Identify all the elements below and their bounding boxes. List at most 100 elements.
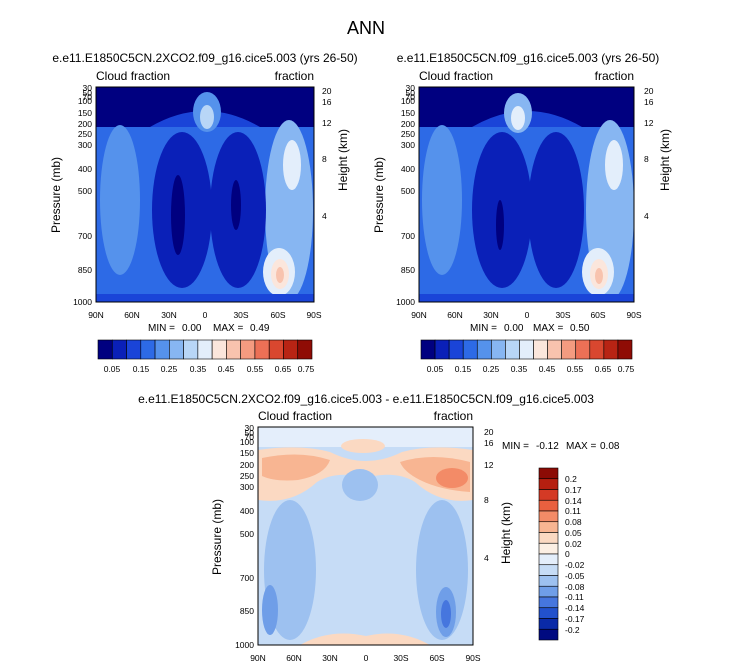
panel-2-xtick-90s: 90S <box>626 310 641 320</box>
panel-2-htick-8: 8 <box>644 154 649 164</box>
colorbar-box <box>538 575 559 587</box>
panel-2-cb-label: 0.35 <box>511 364 528 374</box>
panel-2-ytick-700: 700 <box>401 231 415 241</box>
panel-3-cb-label: 0 <box>565 549 570 559</box>
panel-2-nh-mid <box>422 125 462 275</box>
panel-3-ytick-50: 50 <box>245 428 255 438</box>
panel-3-strat-band <box>258 427 473 447</box>
panel-1-xtick-30n: 30N <box>161 310 177 320</box>
panel-2-ytick-200: 200 <box>401 119 415 129</box>
panel-3-ytick-850: 850 <box>240 606 254 616</box>
panel-3-cb-label: 0.17 <box>565 485 582 495</box>
panel-3-title: e.e11.E1850C5CN.2XCO2.f09_g16.cice5.003 … <box>138 392 594 406</box>
panel-2-ytick-100: 100 <box>401 96 415 106</box>
colorbar-box <box>240 339 256 360</box>
panel-2-cb-label: 0.15 <box>455 364 472 374</box>
colorbar-box <box>154 339 170 360</box>
panel-3-left-ticks: 30 50 70 100 150 200 250 300 400 500 700… <box>235 423 254 650</box>
panel-1-stats: MIN = 0.00 MAX = 0.49 <box>148 323 270 334</box>
panel-2-colorbar <box>420 339 633 360</box>
colorbar-box <box>538 553 559 566</box>
panel-3-cb-label: -0.2 <box>565 625 580 635</box>
colorbar-box <box>538 607 559 619</box>
panel-2-min-label: MIN = <box>470 323 497 334</box>
panel-2-right-ticks: 20 16 12 8 4 <box>644 86 654 221</box>
panel-1-colorbar-labels: 0.05 0.15 0.25 0.35 0.45 0.55 0.65 0.75 <box>104 364 315 374</box>
panel-1-ytick-70: 70 <box>83 92 93 102</box>
panel-2-stats: MIN = 0.00 MAX = 0.50 <box>470 323 590 334</box>
panel-3-ytick-1000: 1000 <box>235 640 254 650</box>
panel-2-ytick-1000: 1000 <box>396 297 415 307</box>
panel-3-cb-label: 0.2 <box>565 474 577 484</box>
panel-2-sub-low-2 <box>528 132 584 288</box>
panel-2-max-value: 0.50 <box>570 323 590 334</box>
panel-2-htick-12: 12 <box>644 118 654 128</box>
panel-3-cb-label: 0.08 <box>565 517 582 527</box>
panel-1-ytick-700: 700 <box>78 231 92 241</box>
colorbar-box <box>603 339 619 360</box>
colorbar-box <box>538 510 559 523</box>
colorbar-box <box>434 339 450 360</box>
panel-2-title: e.e11.E1850C5CN.f09_g16.cice5.003 (yrs 2… <box>397 51 660 65</box>
colorbar-box <box>575 339 591 360</box>
colorbar-box <box>538 532 559 544</box>
colorbar-box <box>197 339 213 360</box>
panel-2-htick-20: 20 <box>644 86 654 96</box>
panel-2-left-ticks: 30 50 70 100 150 200 250 300 400 500 700… <box>396 83 415 307</box>
panel-3-htick-16: 16 <box>484 438 494 448</box>
colorbar-box <box>126 339 142 360</box>
panel-2: e.e11.E1850C5CN.f09_g16.cice5.003 (yrs 2… <box>372 51 672 374</box>
colorbar-box <box>297 339 313 360</box>
panel-3-ytick-200: 200 <box>240 460 254 470</box>
colorbar-box <box>283 339 299 360</box>
panel-1-htick-12: 12 <box>322 118 332 128</box>
panel-2-surface-band <box>419 294 634 302</box>
panel-1-cb-label: 0.55 <box>247 364 264 374</box>
panel-3-right-ticks: 20 16 12 8 4 <box>484 427 494 563</box>
panel-2-subtitle-left: Cloud fraction <box>419 69 493 83</box>
panel-2-xtick-30n: 30N <box>483 310 499 320</box>
panel-3-nh-cool-core <box>262 585 278 635</box>
panel-3-tropic-top-warm <box>341 439 385 453</box>
panel-1-cb-label: 0.15 <box>133 364 150 374</box>
panel-1-cb-label: 0.65 <box>275 364 292 374</box>
colorbar-box <box>505 339 520 360</box>
panel-1-ytick-400: 400 <box>78 164 92 174</box>
panel-2-ylabel-right: Height (km) <box>658 129 672 191</box>
panel-2-xtick-90n: 90N <box>411 310 427 320</box>
panel-3-frame <box>257 426 474 646</box>
panel-2-cb-label: 0.65 <box>595 364 612 374</box>
panel-3-ytick-400: 400 <box>240 506 254 516</box>
panel-2-sub-min <box>496 200 504 250</box>
colorbar-box <box>183 339 199 360</box>
panel-3-htick-12: 12 <box>484 460 494 470</box>
panel-2-xtick-60s: 60S <box>590 310 605 320</box>
panel-3-cb-label: 0.11 <box>565 506 581 516</box>
panel-1-ytick-100: 100 <box>78 96 92 106</box>
panel-3-cb-label: -0.14 <box>565 603 585 613</box>
panel-2-ytick-250: 250 <box>401 129 415 139</box>
panel-1-subtitle-right: fraction <box>275 69 314 83</box>
panel-3-ylabel: Pressure (mb) <box>210 499 224 575</box>
panel-3-colorbar <box>538 467 559 641</box>
panel-3-upper-warm-nh <box>262 454 330 481</box>
panel-2-ytick-70: 70 <box>406 92 416 102</box>
panel-3-ytick-150: 150 <box>240 448 254 458</box>
colorbar-box <box>268 339 284 360</box>
panel-2-stratocu-core <box>595 268 603 284</box>
panel-2-ylabel: Pressure (mb) <box>372 157 386 233</box>
panel-3-xtick-90s: 90S <box>465 653 480 663</box>
panel-1-ytick-30: 30 <box>83 83 93 93</box>
panel-3-cb-label: -0.08 <box>565 582 585 592</box>
panel-1-ytick-1000: 1000 <box>73 297 92 307</box>
panel-1-min-value: 0.00 <box>182 323 202 334</box>
panel-2-xtick-30s: 30S <box>555 310 570 320</box>
panel-1-htick-16: 16 <box>322 97 332 107</box>
panel-1-ytick-850: 850 <box>78 265 92 275</box>
panel-2-htick-16: 16 <box>644 97 654 107</box>
panel-3-sh-warm-core <box>436 468 468 488</box>
panel-2-cb-label: 0.05 <box>427 364 444 374</box>
panel-1-ytick-50: 50 <box>83 88 93 98</box>
panel-3-max-label: MAX = <box>566 441 596 452</box>
